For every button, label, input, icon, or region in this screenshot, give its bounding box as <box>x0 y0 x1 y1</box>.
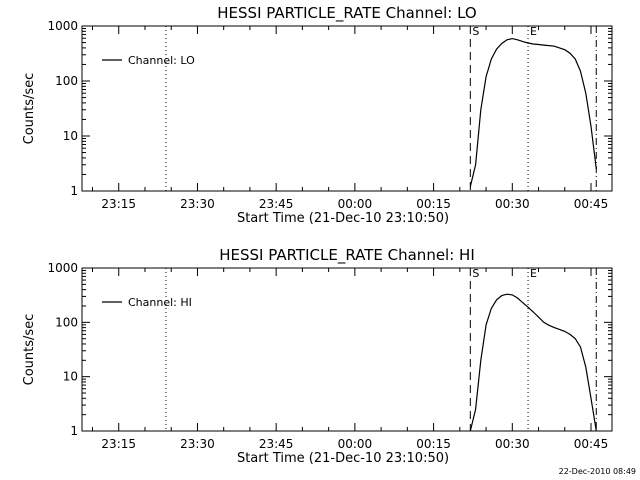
legend-entry: Channel: HI <box>128 296 192 309</box>
x-tick-label: 00:30 <box>495 437 530 451</box>
plot-frame <box>81 267 613 432</box>
y-axis-label: Counts/sec <box>22 314 37 386</box>
x-tick-label: 23:45 <box>259 437 294 451</box>
x-tick-label: 23:15 <box>101 197 136 211</box>
plot-channel-lo: HESSI PARTICLE_RATE Channel: LO 1 10 100 100… <box>22 4 613 226</box>
y-tick-label: 10 <box>63 129 78 143</box>
y-tick-label: 1 <box>70 184 78 198</box>
time-marker-label: S <box>472 25 479 38</box>
x-tick-label: 00:45 <box>574 197 609 211</box>
x-tick-label: 23:30 <box>180 437 215 451</box>
x-axis-label: Start Time (21-Dec-10 23:10:50) <box>237 451 449 466</box>
series-line <box>469 293 597 432</box>
x-tick-label: 00:00 <box>338 197 373 211</box>
time-marker-label: E <box>530 267 537 280</box>
y-tick-label: 100 <box>55 315 78 329</box>
y-tick-label: 1 <box>70 424 78 438</box>
x-tick-label: 23:30 <box>180 197 215 211</box>
time-marker-label: E <box>530 25 537 38</box>
x-tick-label: 23:45 <box>259 197 294 211</box>
x-axis-label: Start Time (21-Dec-10 23:10:50) <box>237 211 449 226</box>
plot-frame <box>81 25 613 192</box>
x-tick-label: 00:15 <box>416 437 451 451</box>
y-tick-label: 100 <box>55 74 78 88</box>
y-axis-label: Counts/sec <box>22 73 37 145</box>
x-tick-label: 00:30 <box>495 197 530 211</box>
chart-title: HESSI PARTICLE_RATE Channel: LO <box>217 4 476 23</box>
y-tick-label: 10 <box>63 370 78 384</box>
time-marker-label: S <box>472 267 479 280</box>
timestamp-label: 22-Dec-2010 08:49 <box>559 467 636 476</box>
legend-entry: Channel: LO <box>128 54 195 67</box>
x-tick-label: 00:15 <box>416 197 451 211</box>
y-tick-label: 1000 <box>47 19 78 33</box>
x-tick-label: 00:45 <box>574 437 609 451</box>
x-tick-label: 23:15 <box>101 437 136 451</box>
y-tick-label: 1000 <box>47 261 78 275</box>
series-line <box>469 37 597 187</box>
chart-title: HESSI PARTICLE_RATE Channel: HI <box>219 246 475 265</box>
x-tick-label: 00:00 <box>338 437 373 451</box>
plot-channel-hi: HESSI PARTICLE_RATE Channel: HI 1 10 100 100… <box>22 246 613 466</box>
